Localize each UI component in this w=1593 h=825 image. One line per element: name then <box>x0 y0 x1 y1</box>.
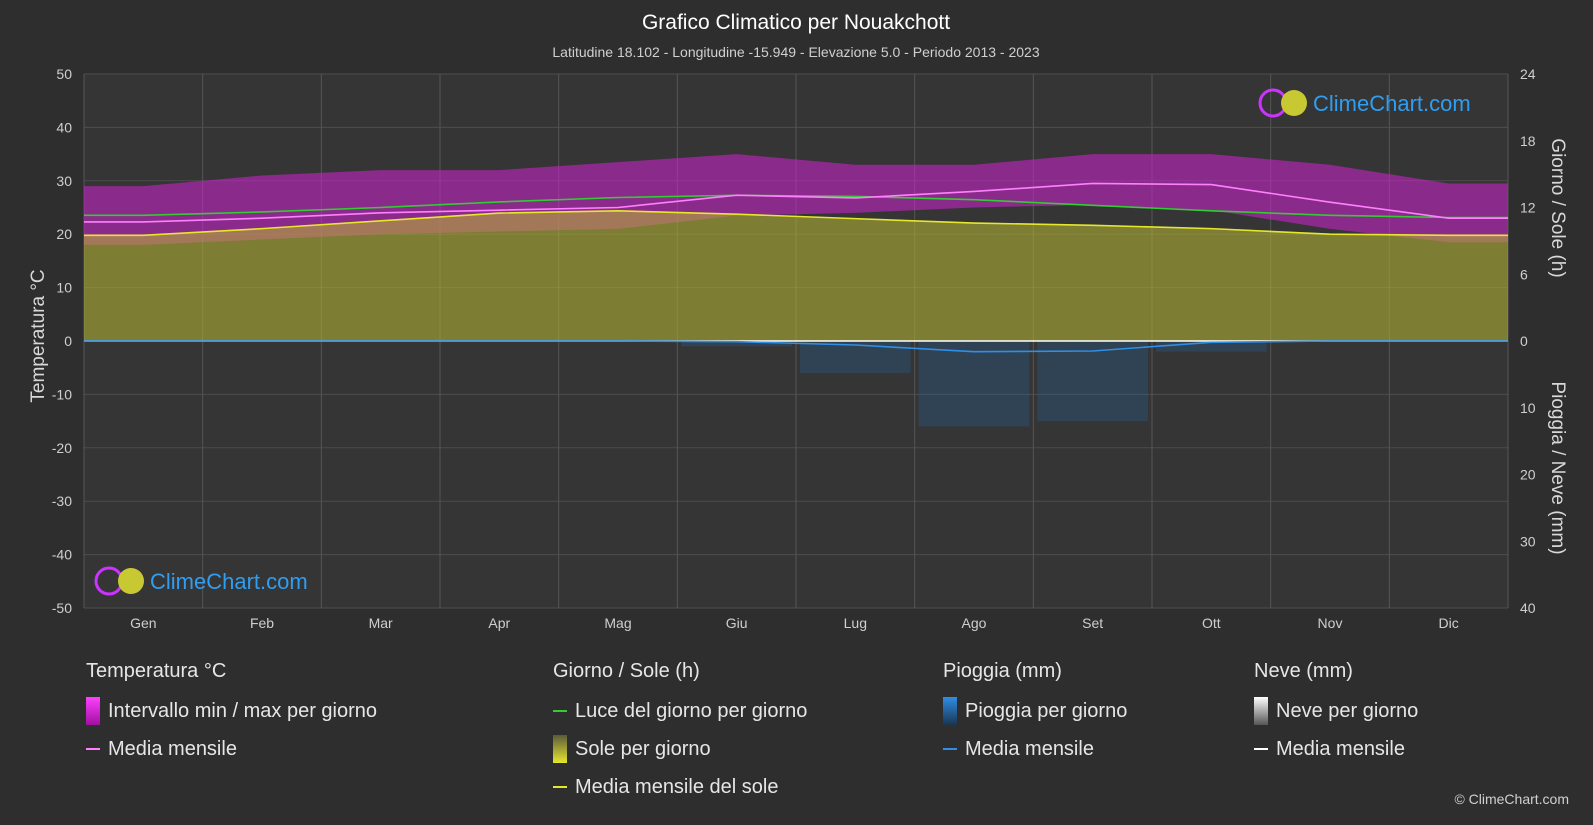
rain-mean-line <box>84 340 1508 353</box>
legend-label: Pioggia per giorno <box>965 699 1128 722</box>
legend-temperature: Temperatura °C Intervallo min / max per … <box>86 660 377 774</box>
legend-label: Media mensile <box>965 737 1094 760</box>
y-right-top-tick-label: 0 <box>1520 333 1528 349</box>
y-left-tick-label: -10 <box>52 386 72 402</box>
x-tick-label: Mar <box>369 615 393 631</box>
legend-item: Neve per giorno <box>1254 697 1419 725</box>
y-left-tick-label: -30 <box>52 493 72 509</box>
y-right-bottom-tick-label: 40 <box>1520 600 1536 616</box>
legend-title: Giorno / Sole (h) <box>553 660 700 682</box>
rain-bar <box>681 341 792 347</box>
y-right-bottom-tick-label: 10 <box>1520 400 1536 416</box>
legend-snow: Neve (mm) Neve per giorno Media mensile <box>1254 660 1418 774</box>
x-tick-label: Feb <box>250 615 274 631</box>
line-swatch <box>1254 748 1268 750</box>
watermark-top: ClimeChart.com <box>1258 88 1471 118</box>
watermark-text: ClimeChart.com <box>1313 91 1471 116</box>
x-tick-label: Apr <box>488 615 510 631</box>
legend-item: Media mensile del sole <box>553 774 807 800</box>
x-tick-label: Gen <box>130 615 156 631</box>
rain-bar <box>1037 341 1148 422</box>
y-right-bottom-tick-label: 20 <box>1520 467 1536 483</box>
y-left-tick-label: -40 <box>52 547 72 563</box>
legend-label: Luce del giorno per giorno <box>575 699 808 722</box>
rain-bar <box>918 341 1030 427</box>
legend-label: Media mensile del sole <box>575 775 779 798</box>
sunshine-fill <box>84 210 1508 341</box>
y-left-tick-label: 40 <box>56 119 72 135</box>
legend-rain: Pioggia (mm) Pioggia per giorno Media me… <box>943 660 1127 774</box>
axis-ticks: 50 40 30 20 10 0 -10 -20 -30 -40 -50 24 18 12 6 0 10 20 30… <box>52 66 1536 631</box>
y-right-bottom-label: Pioggia / Neve (mm) <box>1547 381 1568 554</box>
legend-item: Media mensile <box>943 736 1127 762</box>
legend-label: Media mensile <box>1276 737 1405 760</box>
sun-swatch <box>553 735 567 763</box>
line-swatch <box>86 748 100 750</box>
x-tick-label: Mag <box>604 615 631 631</box>
sunshine-area <box>84 210 1508 341</box>
y-left-tick-label: 0 <box>64 333 72 349</box>
legend-item: Pioggia per giorno <box>943 697 1128 725</box>
rain-swatch <box>943 697 957 725</box>
x-tick-label: Nov <box>1318 615 1343 631</box>
rain-bars <box>681 341 1267 427</box>
y-right-top-tick-label: 6 <box>1520 266 1528 282</box>
x-tick-label: Lug <box>844 615 867 631</box>
legend-item: Sole per giorno <box>553 735 807 763</box>
chart-subtitle: Latitudine 18.102 - Longitudine -15.949 … <box>552 44 1039 60</box>
copyright: © ClimeChart.com <box>1454 791 1569 807</box>
range-swatch <box>86 697 100 725</box>
legend-item: Media mensile <box>1254 736 1418 762</box>
logo-sun-icon <box>1281 90 1307 116</box>
legend-item: Luce del giorno per giorno <box>553 698 807 724</box>
legend-sun: Giorno / Sole (h) Luce del giorno per gi… <box>553 660 807 812</box>
legend-title: Pioggia (mm) <box>943 660 1062 682</box>
y-left-tick-label: 20 <box>56 226 72 242</box>
y-right-top-label: Giorno / Sole (h) <box>1547 138 1568 277</box>
y-left-tick-label: 30 <box>56 173 72 189</box>
legend-label: Neve per giorno <box>1276 699 1419 722</box>
line-swatch <box>553 786 567 788</box>
x-tick-label: Ott <box>1202 615 1221 631</box>
legend-title: Neve (mm) <box>1254 660 1353 682</box>
logo-sun-icon <box>118 568 144 594</box>
y-right-top-tick-label: 18 <box>1520 133 1536 149</box>
x-tick-label: Ago <box>962 615 987 631</box>
legend-title: Temperatura °C <box>86 660 227 682</box>
legend-item: Intervallo min / max per giorno <box>86 697 378 725</box>
legend-item: Media mensile <box>86 736 377 762</box>
watermark-text: ClimeChart.com <box>150 569 308 594</box>
y-left-tick-label: 50 <box>56 66 72 82</box>
line-swatch <box>553 710 567 712</box>
legend-label: Intervallo min / max per giorno <box>108 699 378 722</box>
y-left-label: Temperatura °C <box>28 269 49 402</box>
y-left-tick-label: -20 <box>52 440 72 456</box>
sun-mean-line <box>84 210 1508 237</box>
line-swatch <box>943 748 957 750</box>
snow-swatch <box>1254 697 1268 725</box>
legend-label: Media mensile <box>108 737 237 760</box>
x-tick-label: Dic <box>1439 615 1459 631</box>
temperature-mean-line <box>84 182 1508 223</box>
x-tick-label: Set <box>1082 615 1103 631</box>
rain-bar <box>1156 341 1267 352</box>
legend-label: Sole per giorno <box>575 737 711 760</box>
y-right-top-tick-label: 24 <box>1520 66 1536 82</box>
y-right-bottom-tick-label: 30 <box>1520 533 1536 549</box>
x-tick-label: Giu <box>726 615 748 631</box>
chart-title: Grafico Climatico per Nouakchott <box>642 11 950 34</box>
y-right-top-tick-label: 12 <box>1520 200 1536 216</box>
series-lines <box>84 182 1508 353</box>
watermark-bottom: ClimeChart.com <box>94 566 308 596</box>
y-left-tick-label: 10 <box>56 280 72 296</box>
y-left-tick-label: -50 <box>52 600 72 616</box>
